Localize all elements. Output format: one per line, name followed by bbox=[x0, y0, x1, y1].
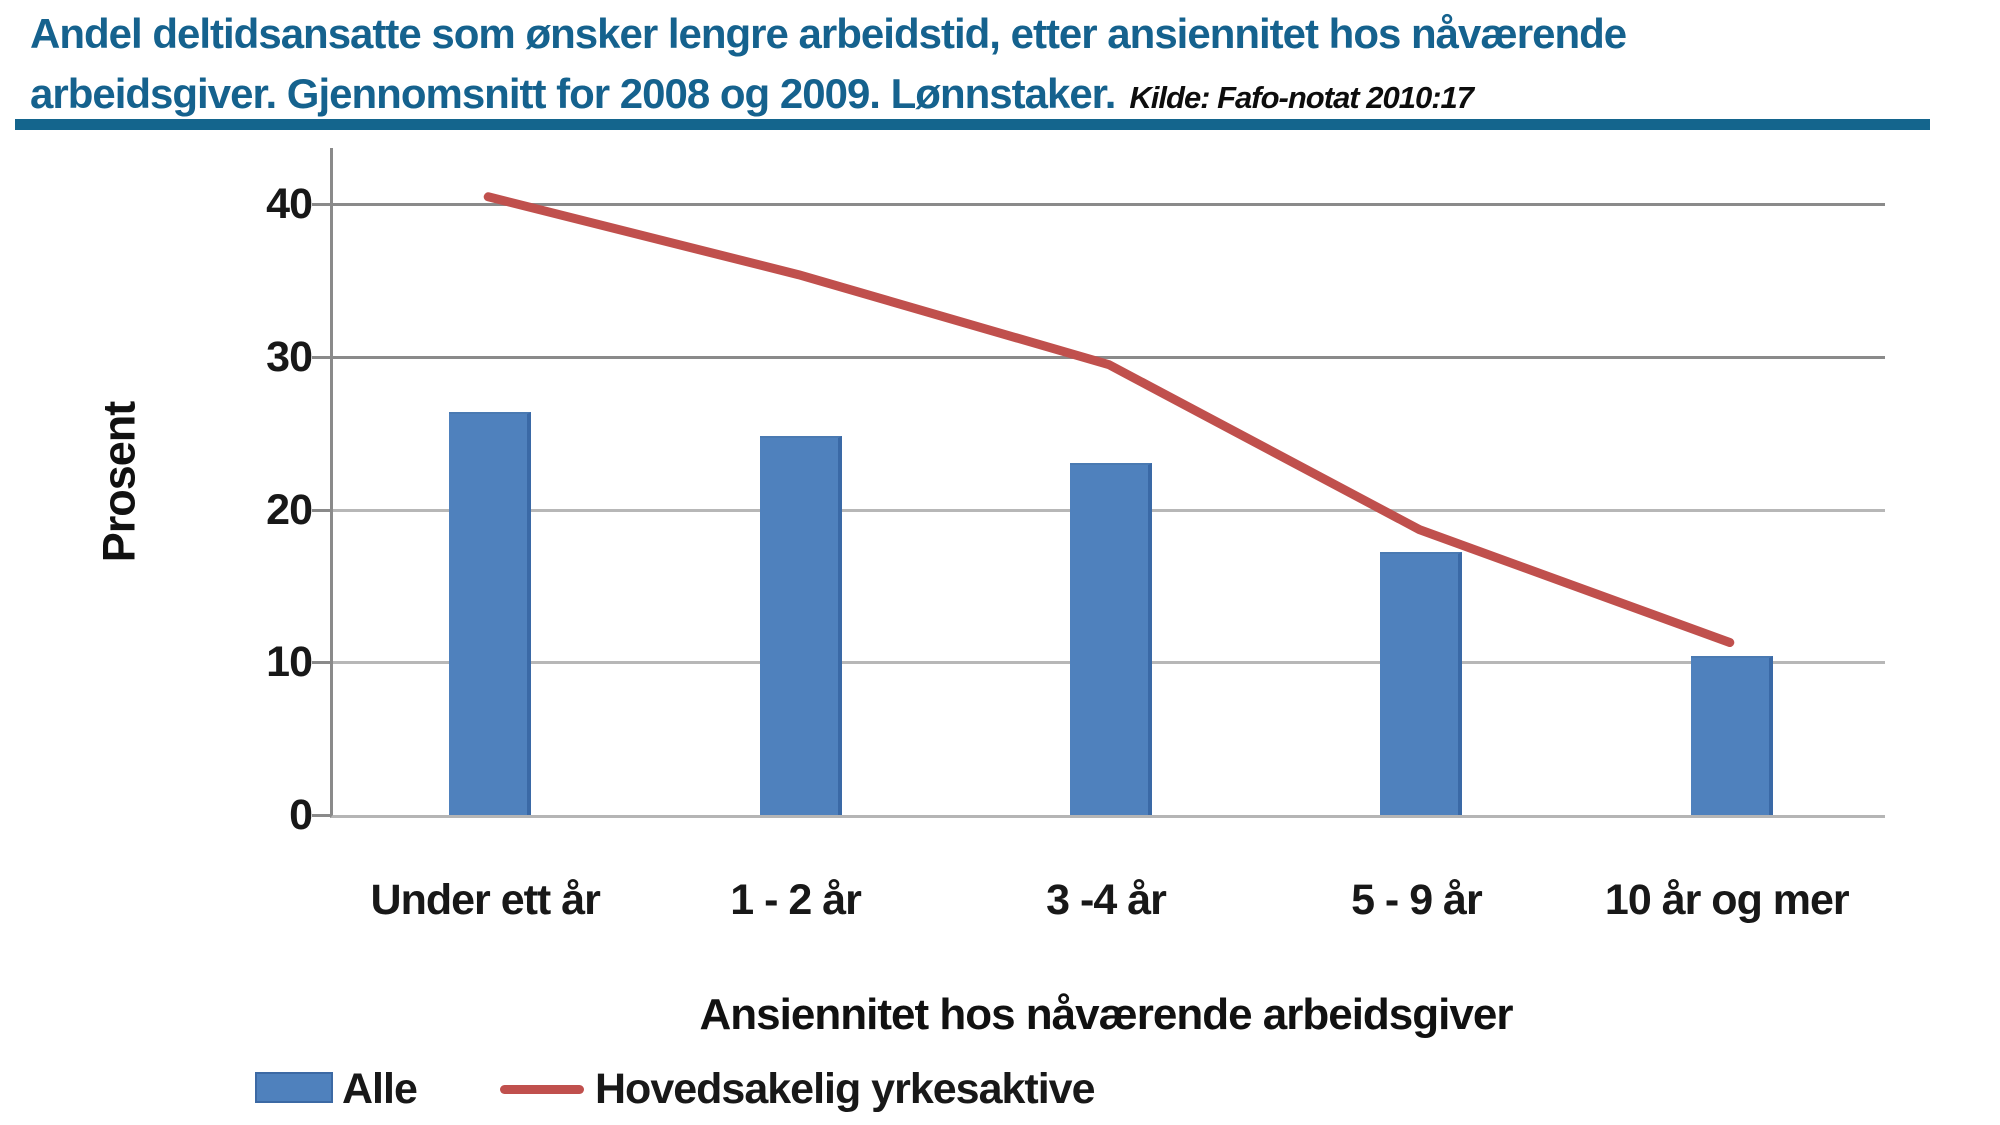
title-line-2: arbeidsgiver. Gjennomsnitt for 2008 og 2… bbox=[30, 70, 1116, 117]
y-axis-tick bbox=[312, 356, 330, 360]
x-tick-label: 10 år og mer bbox=[1604, 876, 1850, 924]
y-tick-label: 30 bbox=[266, 333, 313, 382]
source-note: Kilde: Fafo-notat 2010:17 bbox=[1129, 80, 1474, 115]
y-axis-tick bbox=[312, 508, 330, 512]
y-axis-tick bbox=[312, 203, 330, 207]
y-axis-tick bbox=[312, 661, 330, 665]
bar-5 - 9 år bbox=[1380, 552, 1463, 815]
x-axis-tick-labels: Under ett år 1 - 2 år 3 -4 år 5 - 9 år 10 år… bbox=[330, 872, 1882, 932]
legend-label-hovedsakelig-yrkesaktive: Hovedsakelig yrkesaktive bbox=[595, 1065, 1095, 1113]
y-axis-title: Prosent bbox=[93, 401, 145, 562]
title-line-1: Andel deltidsansatte som ønsker lengre a… bbox=[30, 10, 1627, 57]
y-tick-label: 10 bbox=[266, 638, 313, 687]
gridline bbox=[333, 356, 1885, 360]
bar-1 - 2 år bbox=[759, 436, 842, 815]
gridline bbox=[333, 203, 1885, 207]
x-axis-title: Ansiennitet hos nåværende arbeidsgiver bbox=[699, 990, 1514, 1039]
chart-title: Andel deltidsansatte som ønsker lengre a… bbox=[30, 4, 1980, 128]
x-tick-label: 5 - 9 år bbox=[1351, 876, 1483, 924]
line-series-hovedsakelig-yrkesaktive bbox=[483, 192, 1735, 647]
x-tick-label: 3 -4 år bbox=[1046, 876, 1167, 924]
y-axis-tick bbox=[312, 814, 330, 817]
legend-label-alle: Alle bbox=[342, 1065, 418, 1113]
legend-swatch-alle bbox=[255, 1072, 333, 1103]
x-tick-label: 1 - 2 år bbox=[730, 876, 862, 924]
y-tick-label: 40 bbox=[266, 180, 313, 229]
plot-area bbox=[312, 148, 1885, 818]
trend-line bbox=[483, 192, 1735, 647]
title-divider bbox=[15, 119, 1930, 130]
bar-3 -4 år bbox=[1070, 463, 1152, 815]
bar-Under ett år bbox=[449, 411, 532, 815]
y-tick-label: 0 bbox=[289, 791, 313, 839]
x-tick-label: Under ett år bbox=[370, 876, 601, 924]
bar-10 år og mer bbox=[1690, 655, 1773, 815]
legend-swatch-hovedsakelig-yrkesaktive bbox=[500, 1085, 584, 1094]
y-tick-label: 20 bbox=[266, 485, 313, 534]
